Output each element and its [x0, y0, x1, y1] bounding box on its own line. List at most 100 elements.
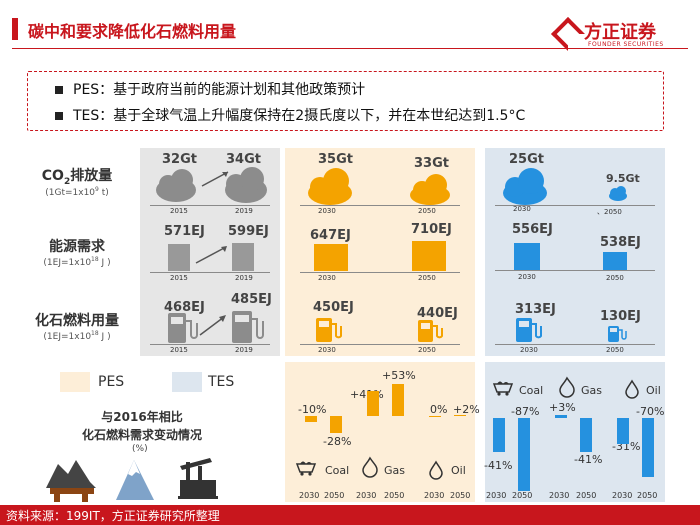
coal-pile-icon — [46, 460, 96, 502]
co2-row-unit: (1Gt=1x109 t) — [45, 186, 109, 198]
year-label: 2030 — [549, 491, 570, 500]
tes-gas-2030-pct: +3% — [549, 401, 576, 414]
pes-gas-2050-bar — [392, 384, 404, 416]
energy-tes-baseline — [495, 270, 655, 271]
co2-row-label: CO2排放量 — [41, 168, 113, 187]
fuel-pump-icon — [418, 320, 443, 342]
title-accent-bar — [12, 18, 18, 40]
energy-tes-2030-value: 556EJ — [512, 222, 553, 237]
logo-subtext: FOUNDER SECURITIES — [588, 41, 664, 48]
fossil-pes-2030-value: 450EJ — [313, 300, 354, 315]
tes-coal-2050-pct: -87% — [511, 405, 540, 418]
tes-oil-2050-pct: -70% — [636, 405, 665, 418]
definition-tes: TES：基于全球气温上升幅度保持在2摄氏度以下，并在本世纪达到1.5°C — [55, 105, 525, 125]
energy-2015-bar — [168, 244, 190, 271]
fossil-tes-pumps — [516, 318, 627, 342]
fossil-row-unit: (1EJ=1x1018 J ) — [43, 330, 111, 342]
pes-gas-2030-bar — [367, 391, 379, 416]
energy-pes-2050-bar — [412, 241, 446, 271]
energy-pes-2030-value: 647EJ — [310, 228, 351, 243]
legend-tes-swatch — [172, 372, 202, 392]
year-label: 2030 — [513, 205, 531, 213]
co2-2019-value: 34Gt — [226, 152, 261, 167]
energy-tes-2050-bar — [603, 252, 627, 271]
logo-text: 方正证券 — [584, 22, 656, 43]
co2-tes-baseline — [495, 205, 655, 206]
founder-logo-icon — [551, 17, 585, 51]
fossil-row-label: 化石燃料用量 — [35, 313, 119, 329]
cloud-icon — [609, 186, 627, 201]
pes-oil-2050-pct: +2% — [453, 403, 480, 416]
year-label: 2030 — [424, 491, 445, 500]
tes-coal-label: Coal — [519, 384, 544, 397]
pes-coal-2030-bar — [305, 416, 317, 422]
year-label: 2030 — [486, 491, 507, 500]
fossil-hist-baseline — [150, 344, 270, 345]
energy-tes-2050-value: 538EJ — [600, 235, 641, 250]
year-label: 2019 — [235, 274, 253, 282]
year-label: 2050 — [450, 491, 471, 500]
gas-flame-icon — [362, 456, 378, 478]
energy-2015-value: 571EJ — [164, 224, 205, 239]
co2-tes-2030-value: 25Gt — [509, 152, 544, 167]
legend-pes-swatch — [60, 372, 90, 392]
co2-2015-value: 32Gt — [162, 152, 197, 167]
year-label: 2030 — [299, 491, 320, 500]
fossil-tes-2030-value: 313EJ — [515, 302, 556, 317]
fossil-2015-value: 468EJ — [164, 300, 205, 315]
co2-pes-baseline — [300, 205, 460, 206]
year-label: 2030 — [356, 491, 377, 500]
fossil-pes-2050-value: 440EJ — [417, 306, 458, 321]
pes-change-panel — [285, 362, 475, 502]
tes-gas-2030-bar — [555, 415, 567, 418]
year-label: 2019 — [235, 207, 253, 215]
pes-coal-2050-pct: -28% — [323, 435, 352, 448]
pes-gas-2050-pct: +53% — [382, 369, 416, 382]
year-label: 2050 — [324, 491, 345, 500]
gas-flame-icon — [559, 376, 575, 398]
definitions-box — [27, 71, 664, 131]
footer-bar — [0, 505, 700, 525]
year-label: 2050 — [606, 346, 624, 354]
fuel-pump-icon — [168, 313, 198, 343]
fuel-pump-icon — [516, 318, 542, 342]
fuel-pump-icon — [316, 318, 342, 342]
co2-tes-2050-value: 9.5Gt — [606, 172, 640, 185]
co2-pes-2030-value: 35Gt — [318, 152, 353, 167]
year-label: 2050 — [576, 491, 597, 500]
bullet-square-icon — [55, 86, 63, 94]
comparison-title-line1: 与2016年相比 — [101, 410, 183, 424]
trend-arrow-icon — [199, 316, 225, 336]
year-label: 2015 — [170, 207, 188, 215]
energy-2019-bar — [232, 243, 254, 271]
tes-coal-2050-bar — [518, 418, 530, 492]
page-title: 碳中和要求降低化石燃料用量 — [28, 22, 237, 41]
year-label: 2050 — [512, 491, 533, 500]
year-label: 2015 — [170, 346, 188, 354]
legend-pes-label: PES — [98, 374, 125, 390]
definition-tes-text: TES：基于全球气温上升幅度保持在2摄氏度以下，并在本世纪达到1.5°C — [73, 108, 526, 124]
year-label: 2015 — [170, 274, 188, 282]
cloud-icon — [156, 169, 196, 202]
tes-coal-2030-pct: -41% — [484, 459, 513, 472]
fossil-fuel-illustrations — [46, 458, 218, 502]
co2-historical-clouds — [156, 167, 267, 203]
fossil-pes-pumps — [316, 318, 443, 342]
co2-pes-clouds — [308, 168, 450, 205]
energy-tes-2030-bar — [514, 243, 540, 270]
tes-oil-2030-bar — [617, 418, 629, 445]
co2-pes-2050-value: 33Gt — [414, 156, 449, 171]
definition-pes-text: PES：基于政府当前的能源计划和其他政策预计 — [73, 82, 366, 98]
fuel-pump-icon — [608, 326, 627, 342]
cloud-icon — [225, 167, 267, 203]
tes-oil-2050-bar — [642, 418, 654, 477]
tes-coal-2030-bar — [493, 418, 505, 453]
year-label: 2030 — [318, 207, 336, 215]
pes-oil-label: Oil — [451, 464, 466, 477]
pes-coal-label: Coal — [325, 464, 350, 477]
co2-hist-baseline — [150, 205, 270, 206]
coal-cart-icon — [295, 461, 317, 476]
energy-pes-2050-value: 710EJ — [411, 222, 452, 237]
cloud-icon — [410, 174, 450, 205]
year-label: 2030 — [612, 491, 633, 500]
